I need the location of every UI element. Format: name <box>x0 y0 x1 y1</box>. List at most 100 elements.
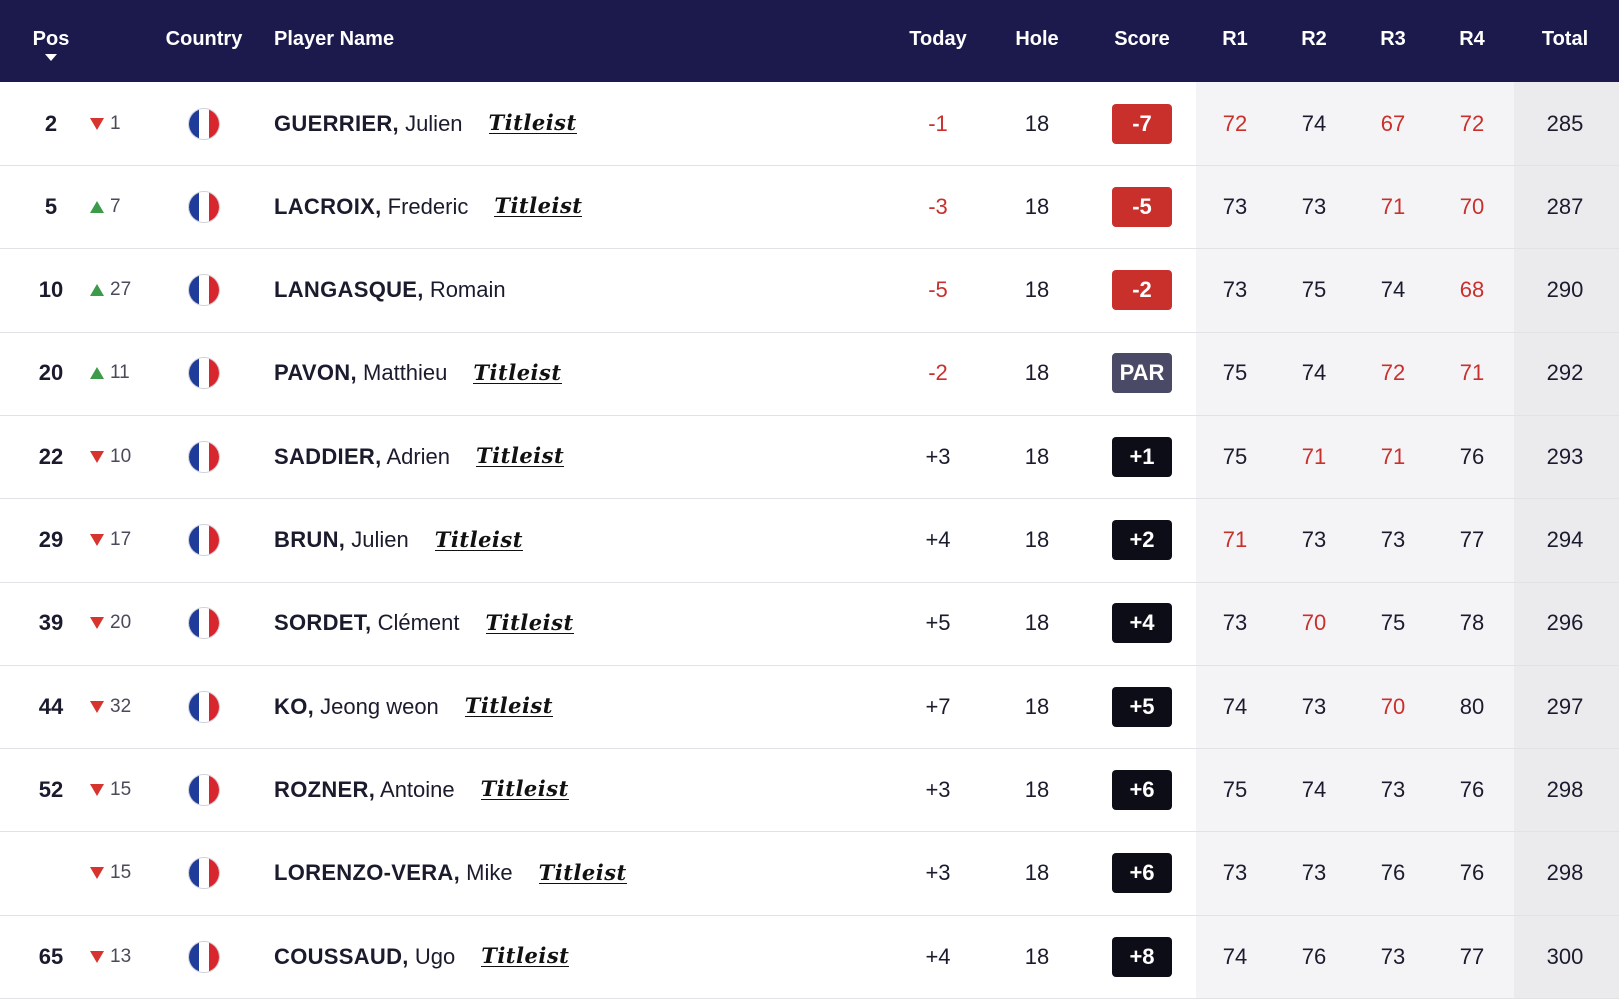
header-pos[interactable]: Pos <box>32 28 70 50</box>
round-r3-score: 74 <box>1380 277 1406 303</box>
france-flag-icon <box>188 857 220 890</box>
table-row[interactable]: 10 27 LANGASQUE, Romain -5 18 -2 73 75 74 68 290 <box>0 249 1619 333</box>
total-score: 297 <box>1546 693 1584 719</box>
header-r3[interactable]: R3 <box>1380 28 1406 50</box>
position: 22 <box>38 443 64 469</box>
titleist-logo: Titleist <box>464 693 553 719</box>
table-row[interactable]: 29 17 BRUN, Julien Titleist +4 18 +2 71 73 73 77 29… <box>0 499 1619 583</box>
player-name[interactable]: LANGASQUE, Romain <box>274 277 506 303</box>
header-r4[interactable]: R4 <box>1459 28 1485 50</box>
player-name[interactable]: COUSSAUD, Ugo <box>274 944 455 970</box>
player-name[interactable]: PAVON, Matthieu <box>274 360 447 386</box>
round-r2-score: 73 <box>1301 193 1327 219</box>
round-r4-score: 76 <box>1459 443 1485 469</box>
table-row[interactable]: 39 20 SORDET, Clément Titleist +5 18 +4 73 70 75 7… <box>0 582 1619 666</box>
header-score[interactable]: Score <box>1114 28 1170 50</box>
position-change-value: 27 <box>110 279 132 301</box>
table-row[interactable]: 20 11 PAVON, Matthieu Titleist -2 18 PAR 75 74 72… <box>0 332 1619 416</box>
titleist-logo: Titleist <box>473 359 562 385</box>
france-flag-icon <box>188 940 220 973</box>
round-r4-score: 70 <box>1459 193 1485 219</box>
player-last-name: LORENZO-VERA, <box>274 860 461 886</box>
score-badge: +5 <box>1112 686 1172 727</box>
position-change: 17 <box>90 529 131 551</box>
total-score: 293 <box>1546 443 1584 469</box>
position: 29 <box>38 527 64 552</box>
arrow-down-icon <box>90 783 104 796</box>
header-today[interactable]: Today <box>909 28 967 50</box>
hole: 18 <box>1024 527 1050 552</box>
player-name[interactable]: LORENZO-VERA, Mike <box>274 860 513 886</box>
total-score: 298 <box>1546 860 1584 886</box>
player-name[interactable]: GUERRIER, Julien <box>274 111 463 137</box>
player-cell[interactable]: LORENZO-VERA, Mike Titleist <box>274 860 627 886</box>
position-change: 1 <box>90 113 121 135</box>
player-cell[interactable]: PAVON, Matthieu Titleist <box>274 360 562 386</box>
position-change-value: 7 <box>110 195 121 217</box>
header-total[interactable]: Total <box>1541 28 1589 50</box>
table-row[interactable]: 15 LORENZO-VERA, Mike Titleist +3 18 +6 73 73 76… <box>0 832 1619 916</box>
header-hole[interactable]: Hole <box>1015 28 1059 50</box>
total-score: 287 <box>1546 193 1584 219</box>
round-r3-score: 71 <box>1380 193 1406 219</box>
today-score: +5 <box>925 610 951 636</box>
player-cell[interactable]: LANGASQUE, Romain <box>274 277 506 303</box>
arrow-down-icon <box>90 617 104 630</box>
position-change-value: 20 <box>110 612 132 634</box>
round-r2-score: 73 <box>1301 527 1327 552</box>
france-flag-icon <box>188 690 220 723</box>
header-r2[interactable]: R2 <box>1301 28 1327 50</box>
hole: 18 <box>1024 110 1050 136</box>
header-country[interactable]: Country <box>165 28 243 50</box>
table-row[interactable]: 52 15 ROZNER, Antoine Titleist +3 18 +6 75 74 73 7… <box>0 748 1619 833</box>
sort-desc-icon[interactable] <box>45 54 57 61</box>
player-cell[interactable]: GUERRIER, Julien Titleist <box>274 111 577 137</box>
player-cell[interactable]: COUSSAUD, Ugo Titleist <box>274 943 570 970</box>
player-cell[interactable]: KO, Jeong weon Titleist <box>274 694 553 720</box>
player-cell[interactable]: SORDET, Clément Titleist <box>274 610 574 636</box>
table-row[interactable]: 2 1 GUERRIER, Julien Titleist -1 18 -7 72 74 67 72… <box>0 82 1619 166</box>
position: 2 <box>44 110 58 136</box>
header-r1[interactable]: R1 <box>1222 28 1248 50</box>
round-r1-score: 73 <box>1222 610 1248 636</box>
round-r2-score: 71 <box>1301 443 1327 469</box>
table-row[interactable]: 65 13 COUSSAUD, Ugo Titleist +4 18 +8 74 76 73 77 3… <box>0 915 1619 999</box>
position: 52 <box>38 776 64 802</box>
player-cell[interactable]: SADDIER, Adrien Titleist <box>274 444 565 470</box>
today-score: -2 <box>928 360 948 386</box>
player-name[interactable]: SORDET, Clément <box>274 610 460 636</box>
player-name[interactable]: ROZNER, Antoine <box>274 777 455 803</box>
today-score: +3 <box>925 443 951 469</box>
today-score: -5 <box>928 277 948 303</box>
player-first-name: Clément <box>377 610 460 636</box>
score-badge: +4 <box>1112 603 1172 644</box>
round-r3-score: 70 <box>1380 693 1406 719</box>
header-player-name[interactable]: Player Name <box>274 28 395 50</box>
score-badge: PAR <box>1112 353 1172 394</box>
round-r1-score: 75 <box>1222 443 1248 469</box>
player-cell[interactable]: LACROIX, Frederic Titleist <box>274 194 583 220</box>
player-name[interactable]: SADDIER, Adrien <box>274 444 450 470</box>
hole: 18 <box>1024 360 1050 386</box>
player-name[interactable]: BRUN, Julien <box>274 527 409 553</box>
player-cell[interactable]: BRUN, Julien Titleist <box>274 527 523 553</box>
table-row[interactable]: 44 32 KO, Jeong weon Titleist +7 18 +5 74 73 70 80… <box>0 665 1619 750</box>
titleist-logo: Titleist <box>488 110 577 135</box>
titleist-logo: Titleist <box>481 943 570 968</box>
total-score: 298 <box>1546 776 1584 802</box>
round-r1-score: 74 <box>1222 943 1248 969</box>
player-cell[interactable]: ROZNER, Antoine Titleist <box>274 777 569 803</box>
round-r3-score: 73 <box>1380 943 1406 969</box>
arrow-down-icon <box>90 950 104 963</box>
score-badge: +6 <box>1112 853 1172 894</box>
today-score: -1 <box>928 110 948 136</box>
table-row[interactable]: 5 7 LACROIX, Frederic Titleist -3 18 -5 73 73 71 7… <box>0 165 1619 250</box>
position-change-value: 10 <box>110 445 132 467</box>
player-name[interactable]: LACROIX, Frederic <box>274 194 468 220</box>
table-row[interactable]: 22 10 SADDIER, Adrien Titleist +3 18 +1 75 71 71 7… <box>0 415 1619 500</box>
position-change-value: 15 <box>110 862 132 884</box>
player-last-name: SORDET, <box>274 610 372 636</box>
total-score: 296 <box>1546 610 1584 636</box>
player-name[interactable]: KO, Jeong weon <box>274 694 439 720</box>
round-r2-score: 75 <box>1301 277 1327 303</box>
